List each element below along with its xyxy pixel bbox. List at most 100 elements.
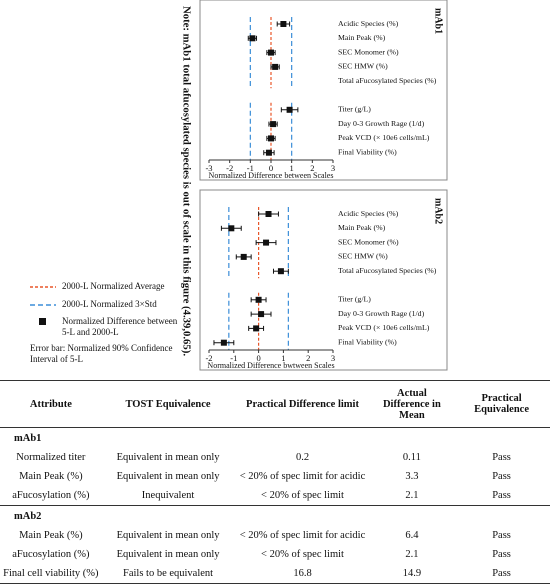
- group-row: mAb2: [0, 505, 550, 526]
- category-label: SEC Monomer (%): [338, 237, 399, 246]
- column-header: TOST Equivalence: [101, 380, 235, 428]
- cell: Normalized titer: [16, 452, 86, 463]
- cell: Main Peak (%): [19, 530, 83, 541]
- cell: Final cell viability (%): [0, 564, 102, 584]
- category-label: Titer (g/L): [338, 105, 371, 114]
- column-header: Actual Difference in Mean: [370, 380, 454, 428]
- cell: 6.4: [405, 530, 419, 541]
- category-label: Peak VCD (× 10e6 cells/mL): [338, 133, 430, 142]
- cell: 2.1: [405, 549, 419, 560]
- cell: Pass: [492, 490, 511, 501]
- point: [280, 21, 287, 27]
- x-axis-label: Normalized Difference bwtween Scales: [207, 361, 334, 370]
- x-tick-label: 1: [281, 353, 285, 363]
- cell: Equivalent in mean only: [116, 530, 220, 541]
- cell: 2.1: [405, 490, 419, 501]
- cell: Equivalent in mean only: [116, 471, 220, 482]
- results-table: Attribute TOST Equivalence Practical Diffe…: [0, 380, 550, 584]
- chart-title: mAb1: [433, 8, 444, 34]
- cell: 0.11: [402, 452, 421, 463]
- point: [286, 106, 293, 113]
- x-tick-label: 2: [306, 353, 310, 363]
- category-label: Total aFucosylated Species (%): [338, 76, 437, 85]
- cell: Fails to be equivalent: [101, 564, 235, 584]
- legend-error-bar: Error bar: Normalized 90% Confidence Int…: [30, 343, 173, 364]
- x-tick-label: -2: [205, 353, 212, 363]
- x-tick-label: -3: [205, 163, 212, 173]
- legend-std: 2000-L Normalized 3×Std: [62, 299, 157, 309]
- point: [240, 253, 247, 260]
- legend-average: 2000-L Normalized Average: [62, 281, 165, 291]
- x-tick-label: 3: [331, 163, 335, 173]
- x-tick-label: 0: [269, 163, 273, 173]
- category-label: Main Peak (%): [338, 33, 386, 42]
- group-name: mAb1: [14, 432, 42, 444]
- point: [255, 296, 262, 303]
- category-label: Day 0-3 Growth Rage (1/d): [338, 309, 425, 318]
- cell: Pass: [492, 530, 511, 541]
- point: [228, 225, 235, 232]
- chart-title: mAb2: [433, 198, 444, 224]
- cell: < 20% of spec limit for acidic: [239, 530, 366, 541]
- point: [220, 339, 227, 346]
- point: [263, 239, 270, 246]
- category-label: Acidic Species (%): [338, 209, 399, 218]
- legend-point: Normalized Difference between 5-L and 20…: [62, 316, 178, 337]
- x-tick-label: -1: [230, 353, 237, 363]
- cell: aFucosylation (%): [12, 490, 90, 501]
- cell: < 20% of spec limit: [261, 549, 344, 560]
- data-row: aFucosylation (%) Inequivalent < 20% of sp…: [0, 486, 550, 506]
- cell: Equivalent in mean only: [116, 549, 220, 560]
- x-tick-label: 2: [310, 163, 314, 173]
- data-row: Final cell viability (%) Fails to be equi…: [0, 564, 550, 584]
- point: [265, 211, 272, 217]
- column-header: Practical Difference limit: [234, 380, 371, 428]
- cell: 3.3: [405, 471, 419, 482]
- x-tick-label: -1: [247, 163, 254, 173]
- point: [270, 121, 277, 128]
- category-label: Total aFucosylated Species (%): [338, 266, 437, 275]
- figure: Note: mAb1 total afucosylated species is…: [30, 0, 448, 371]
- point: [277, 268, 284, 275]
- cell: Pass: [492, 549, 511, 560]
- x-tick-label: -2: [226, 163, 233, 173]
- category-label: Main Peak (%): [338, 223, 386, 232]
- point: [272, 63, 279, 70]
- category-label: SEC HMW (%): [338, 252, 388, 261]
- cell: aFucosylation (%): [12, 549, 90, 560]
- column-header: Practical Equivalence: [453, 380, 550, 428]
- column-header: Attribute: [0, 380, 102, 428]
- category-label: Day 0-3 Growth Rage (1/d): [338, 119, 425, 128]
- point: [249, 35, 256, 42]
- category-label: Acidic Species (%): [338, 19, 399, 28]
- point: [268, 49, 274, 56]
- cell: Main Peak (%): [19, 471, 83, 482]
- point: [268, 135, 274, 142]
- cell: 14.9: [370, 564, 454, 584]
- data-row: Main Peak (%) Equivalent in mean only < 20…: [0, 467, 550, 486]
- cell: Inequivalent: [141, 490, 195, 501]
- x-axis-label: Normalized Difference between Scales: [209, 171, 334, 180]
- category-label: Titer (g/L): [338, 295, 371, 304]
- cell: 16.8: [234, 564, 371, 584]
- point: [265, 149, 272, 156]
- x-tick-label: 0: [256, 353, 260, 363]
- cell: Pass: [453, 564, 550, 584]
- category-label: Final Viability (%): [338, 337, 397, 346]
- group-name: mAb2: [0, 505, 550, 526]
- cell: Pass: [492, 471, 511, 482]
- x-tick-label: 3: [331, 353, 335, 363]
- legend-point-swatch: [39, 318, 46, 325]
- category-label: SEC HMW (%): [338, 62, 388, 71]
- cell: < 20% of spec limit: [261, 490, 344, 501]
- point: [253, 325, 260, 332]
- data-row: Main Peak (%) Equivalent in mean only < 20…: [0, 526, 550, 545]
- header-row: Attribute TOST Equivalence Practical Diffe…: [0, 380, 550, 428]
- chart-frame: [199, 189, 448, 371]
- point: [258, 311, 265, 318]
- group-row: mAb1: [0, 428, 550, 449]
- category-label: Final Viability (%): [338, 147, 397, 156]
- cell: Pass: [492, 452, 511, 463]
- cell: Equivalent in mean only: [116, 452, 220, 463]
